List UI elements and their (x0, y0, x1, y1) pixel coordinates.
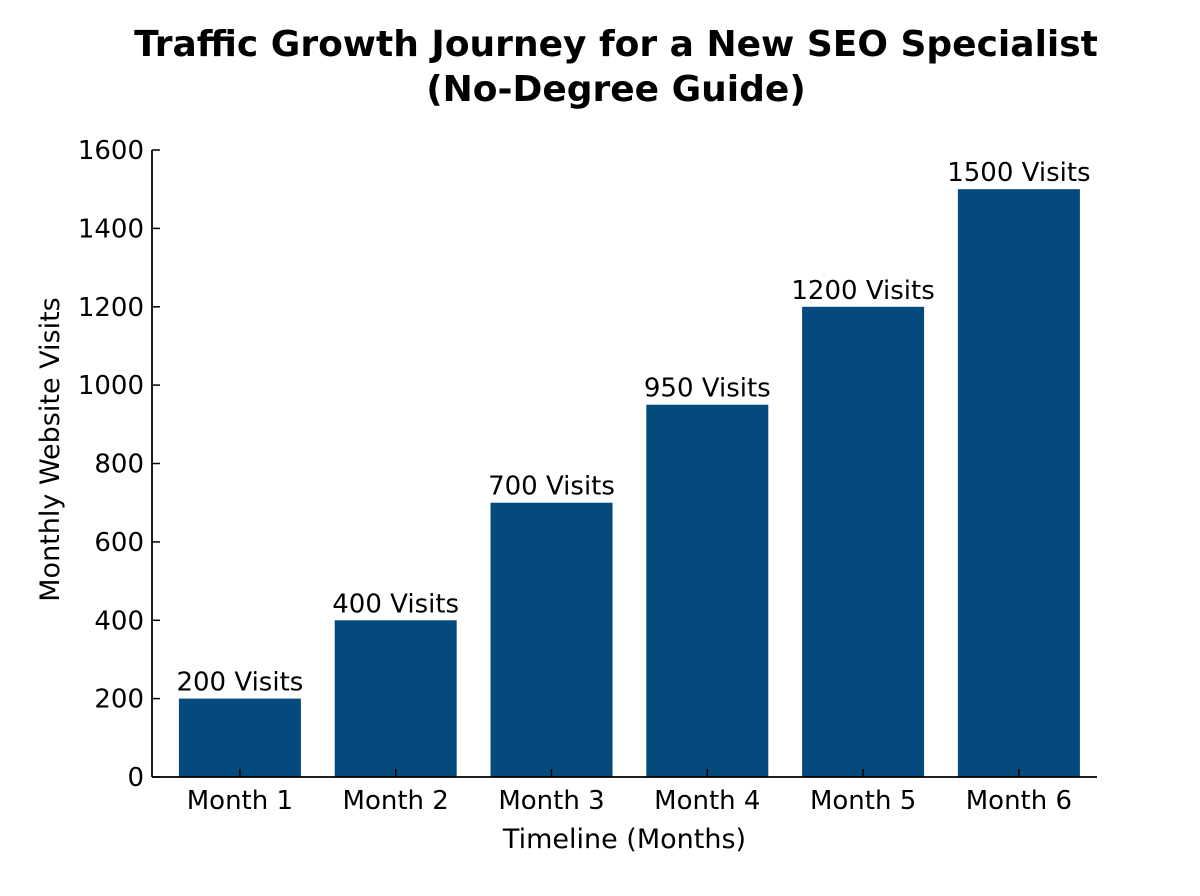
bar-3 (490, 502, 613, 777)
chart-title-line-2: (No-Degree Guide) (426, 69, 806, 110)
chart-title-line-1: Traffic Growth Journey for a New SEO Spe… (134, 24, 1098, 65)
x-tick-label-5: Month 5 (810, 786, 916, 816)
bar-4 (646, 404, 769, 777)
x-tick-label-6: Month 6 (966, 786, 1072, 816)
axes-layer: Month 1 Month 2 Month 3 Month 4 Month 5 Month… (78, 136, 1097, 816)
y-tick-label-8: 1400 (78, 214, 144, 244)
y-tick-label-7: 1200 (78, 293, 144, 323)
bars-layer (178, 189, 1080, 778)
y-tick-label-6: 1000 (78, 371, 144, 401)
x-tick-label-2: Month 2 (343, 786, 449, 816)
x-tick-label-1: Month 1 (187, 786, 293, 816)
y-tick-label-3: 400 (94, 606, 144, 636)
chart-title: Traffic Growth Journey for a New SEO Spe… (0, 22, 1200, 112)
bar-data-label-4: 950 Visits (644, 374, 771, 404)
y-tick-label-9: 1600 (78, 136, 144, 166)
bar-2 (334, 620, 457, 778)
bar-data-label-5: 1200 Visits (791, 276, 934, 306)
bar-1 (178, 698, 301, 777)
y-tick-label-2: 200 (94, 685, 144, 715)
data-labels-layer: 200 Visits 400 Visits 700 Visits 950 Visits… (176, 158, 1090, 697)
y-tick-label-4: 600 (94, 528, 144, 558)
x-axis-title: Timeline (Months) (502, 824, 746, 855)
bar-data-label-2: 400 Visits (332, 589, 459, 619)
x-tick-label-3: Month 3 (498, 786, 604, 816)
y-tick-label-5: 800 (94, 450, 144, 480)
bar-data-label-1: 200 Visits (176, 668, 303, 698)
y-tick-label-1: 0 (127, 763, 144, 793)
bar-6 (957, 189, 1080, 777)
bar-data-label-3: 700 Visits (488, 472, 615, 502)
x-tick-label-4: Month 4 (654, 786, 760, 816)
bar-5 (802, 306, 925, 778)
y-axis-title: Monthly Website Visits (35, 297, 66, 602)
bar-data-label-6: 1500 Visits (947, 158, 1090, 188)
